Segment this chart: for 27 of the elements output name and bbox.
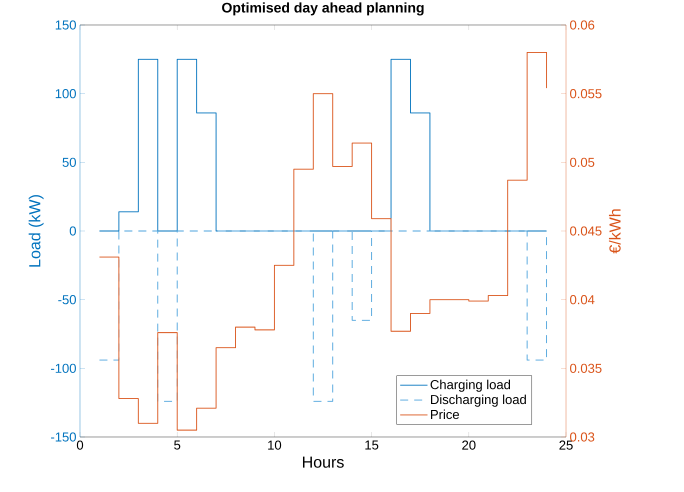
y2-tick-label: 0.03 — [570, 432, 594, 442]
y-axis-title: Load (kW) — [28, 195, 44, 267]
y2-tick-label: 0.035 — [570, 364, 602, 373]
x-tick-label: 25 — [559, 440, 573, 450]
y-tick-label: 150 — [56, 20, 76, 30]
y-tick-label: -50 — [58, 295, 76, 304]
x-tick-label: 5 — [174, 440, 180, 450]
x-axis-title: Hours — [302, 456, 344, 468]
x-tick-label: 15 — [365, 440, 378, 450]
chart-title: Optimised day ahead planning — [222, 2, 424, 16]
y2-tick-label: 0.06 — [570, 20, 594, 30]
y2-axis-title: €/kWh — [608, 209, 621, 254]
x-tick-label: 20 — [462, 440, 476, 450]
legend-label: Price — [431, 410, 459, 420]
y2-tick-label: 0.04 — [570, 295, 594, 304]
y2-tick-label: 0.055 — [570, 89, 602, 98]
x-tick-label: 0 — [76, 440, 84, 450]
y2-tick-label: 0.05 — [570, 158, 594, 167]
legend-label: Charging load — [430, 380, 510, 392]
y-tick-label: 100 — [56, 89, 76, 98]
x-tick-label: 10 — [268, 440, 282, 450]
y-tick-label: -150 — [51, 432, 76, 442]
y-tick-label: -100 — [51, 364, 76, 373]
y-tick-label: 50 — [62, 158, 76, 167]
y2-tick-label: 0.045 — [570, 226, 602, 236]
legend-label: Discharging load — [431, 394, 526, 407]
y-tick-label: 0 — [70, 226, 76, 236]
